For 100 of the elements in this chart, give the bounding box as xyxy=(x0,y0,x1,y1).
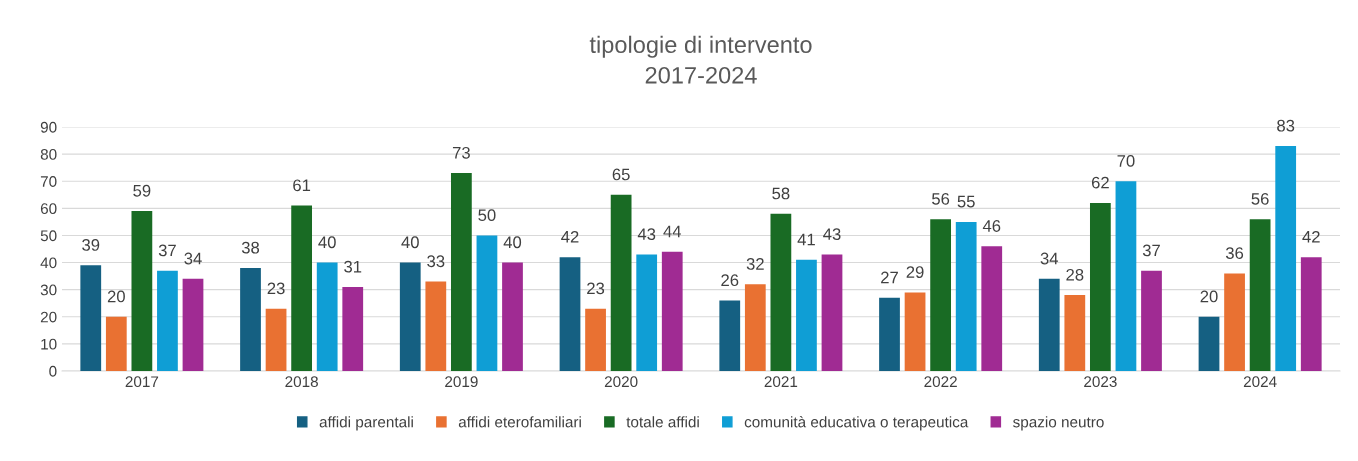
bar xyxy=(559,257,581,371)
data-label: 39 xyxy=(82,239,100,251)
bar xyxy=(131,211,153,371)
data-label: 83 xyxy=(1277,119,1295,132)
y-tick-label: 50 xyxy=(40,230,57,242)
data-label: 59 xyxy=(133,184,151,197)
bar xyxy=(1089,202,1111,371)
bar xyxy=(1198,316,1220,371)
data-label: 26 xyxy=(721,274,739,287)
bar xyxy=(796,259,817,371)
bar xyxy=(80,265,102,371)
bar xyxy=(879,297,900,371)
y-tick-label: 10 xyxy=(41,338,57,350)
bar xyxy=(316,262,338,371)
data-label: 40 xyxy=(318,236,336,249)
data-label: 38 xyxy=(241,241,260,254)
bar xyxy=(1141,270,1162,371)
bar xyxy=(1249,219,1271,371)
legend-label: totale affidi xyxy=(626,416,699,428)
x-tick-label: 2020 xyxy=(604,376,638,388)
data-label: 56 xyxy=(932,192,950,205)
x-tick-label: 2021 xyxy=(764,376,798,388)
bar xyxy=(502,262,523,371)
bar xyxy=(240,267,261,371)
y-tick-label: 40 xyxy=(40,257,57,269)
y-tick-label: 30 xyxy=(40,284,57,296)
x-tick-label: 2022 xyxy=(924,376,957,388)
legend-label: affidi eterofamiliari xyxy=(458,416,581,428)
y-tick-label: 90 xyxy=(40,121,57,133)
bar xyxy=(476,235,498,371)
bar xyxy=(661,251,683,371)
data-label: 29 xyxy=(906,266,924,278)
data-label: 27 xyxy=(881,271,898,284)
x-tick-label: 2023 xyxy=(1084,376,1117,388)
data-label: 56 xyxy=(1251,192,1269,205)
data-label: 31 xyxy=(344,260,362,273)
bar xyxy=(342,286,364,371)
y-tick-label: 60 xyxy=(40,203,57,215)
data-label: 43 xyxy=(823,228,841,241)
data-label: 40 xyxy=(503,236,522,249)
data-label: 20 xyxy=(107,290,125,303)
data-label: 28 xyxy=(1066,268,1084,281)
data-label: 62 xyxy=(1091,176,1109,189)
x-tick-label: 2019 xyxy=(445,376,478,388)
x-tick-label: 2018 xyxy=(285,376,318,388)
y-tick-label: 70 xyxy=(40,176,57,187)
bar xyxy=(1115,181,1137,371)
data-label: 20 xyxy=(1200,290,1218,303)
data-label: 43 xyxy=(637,228,656,241)
bar xyxy=(770,213,792,371)
bar xyxy=(1064,295,1086,371)
data-label: 37 xyxy=(1142,244,1160,257)
data-label: 41 xyxy=(797,233,815,246)
data-label: 61 xyxy=(293,179,311,192)
data-label: 42 xyxy=(561,230,579,243)
y-tick-label: 80 xyxy=(40,148,57,160)
data-label: 34 xyxy=(184,252,202,265)
data-label: 36 xyxy=(1225,247,1244,259)
data-label: 32 xyxy=(746,258,764,270)
bar xyxy=(425,281,447,371)
bar xyxy=(265,308,287,371)
bar xyxy=(1224,273,1245,371)
bar xyxy=(930,219,952,371)
data-label: 33 xyxy=(427,255,445,268)
data-label: 58 xyxy=(772,187,790,200)
y-tick-label: 0 xyxy=(49,365,57,377)
legend-label: comunità educativa o terapeutica xyxy=(744,416,969,431)
bar xyxy=(450,173,472,371)
data-label: 55 xyxy=(957,195,975,208)
data-label: 70 xyxy=(1117,155,1135,167)
data-label: 65 xyxy=(612,168,630,181)
data-label: 23 xyxy=(587,282,605,295)
bar xyxy=(291,205,313,371)
data-label: 46 xyxy=(982,220,1001,232)
data-label: 44 xyxy=(663,225,682,238)
bar xyxy=(719,300,741,371)
data-label: 50 xyxy=(478,209,496,222)
bar xyxy=(955,221,977,371)
bar xyxy=(1038,278,1060,371)
data-label: 40 xyxy=(401,236,419,249)
bar xyxy=(157,270,178,371)
data-label: 37 xyxy=(158,244,176,257)
legend-label: affidi parentali xyxy=(319,416,413,431)
x-tick-label: 2017 xyxy=(125,376,159,388)
data-label: 42 xyxy=(1302,230,1320,243)
bar xyxy=(182,278,204,371)
data-label: 23 xyxy=(267,282,285,295)
bar xyxy=(1275,145,1297,371)
y-tick-label: 20 xyxy=(40,311,57,323)
chart-title: tipologie di intervento 2017-2024 xyxy=(589,35,812,84)
bar xyxy=(1300,257,1322,371)
data-label: 73 xyxy=(452,146,470,159)
bar xyxy=(399,262,421,371)
data-label: 34 xyxy=(1040,252,1059,265)
bar xyxy=(610,194,632,371)
bar xyxy=(821,254,843,371)
bar xyxy=(981,246,1003,371)
legend-label: spazio neutro xyxy=(1013,416,1104,431)
x-tick-label: 2024 xyxy=(1243,376,1277,388)
bar xyxy=(904,292,926,371)
